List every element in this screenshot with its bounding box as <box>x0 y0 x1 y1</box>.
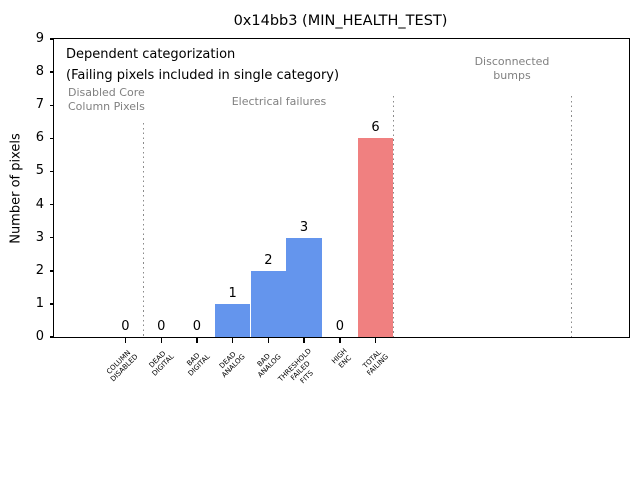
xtick-label: TOTAL FAILING <box>361 348 391 378</box>
bar-value-label: 0 <box>335 319 344 334</box>
xtick-label: DEAD ANALOG <box>218 350 248 380</box>
y-tick-mark <box>49 336 54 338</box>
x-tick-mark <box>339 338 341 343</box>
bar <box>357 138 394 337</box>
category-column: 1 DEAD ANALOG <box>214 39 251 379</box>
ytick-label: 2 <box>35 262 44 278</box>
ytick-label: 0 <box>35 329 44 344</box>
region-separator-dotted-line <box>142 123 145 337</box>
xtick-label: BAD DIGITAL <box>185 351 212 378</box>
xtick-label: DEAD DIGITAL <box>147 349 176 378</box>
category-column: 3 THRESHOLD FAILED FITS <box>277 39 322 385</box>
y-tick-mark <box>49 270 54 272</box>
bar-value-label: 0 <box>157 319 166 334</box>
x-tick-mark <box>303 338 305 343</box>
bar-value-label: 1 <box>228 285 237 301</box>
ytick-label: 5 <box>35 163 44 179</box>
category-column: 2 BAD ANALOG <box>250 39 287 379</box>
region-label-electrical-failures: Electrical failures <box>231 95 327 108</box>
category-column: 0 COLUMN DISABLED <box>105 39 144 384</box>
bar <box>214 303 251 337</box>
y-tick-mark <box>49 137 54 139</box>
bar-value-label: 0 <box>121 319 130 334</box>
ytick-label: 8 <box>35 64 44 80</box>
xtick-label: THRESHOLD FAILED FITS <box>276 347 315 386</box>
ytick-label: 6 <box>35 130 44 146</box>
category-column: 0 BAD DIGITAL <box>179 39 215 378</box>
ytick-label: 1 <box>35 295 44 311</box>
y-tick-mark <box>49 104 54 106</box>
x-tick-mark <box>374 338 377 343</box>
chart-title: 0x14bb3 (MIN_HEALTH_TEST) <box>233 13 448 29</box>
plot-area: 0 1 2 3 4 5 6 7 8 9 Dependent categoriza… <box>36 31 630 385</box>
y-tick-mark <box>49 38 54 40</box>
ytick-label: 9 <box>35 31 44 46</box>
xtick-label: COLUMN DISABLED <box>105 348 141 384</box>
y-tick-mark <box>49 71 54 73</box>
xtick-label: HIGH ENC <box>330 347 354 371</box>
ytick-label: 7 <box>35 97 44 113</box>
category-column: 6 TOTAL FAILING <box>357 39 394 378</box>
category-column: 0 HIGH ENC <box>322 39 358 370</box>
y-tick-mark <box>49 303 54 305</box>
bar <box>286 237 322 337</box>
bar <box>250 270 287 337</box>
annotation-failing-pixels-note: (Failing pixels included in single categ… <box>66 68 340 83</box>
x-tick-mark <box>160 338 162 343</box>
y-axis-label: Number of pixels <box>8 133 24 244</box>
x-tick-mark <box>267 338 270 343</box>
region-separator-dotted-line <box>570 96 573 337</box>
ytick-label: 3 <box>35 229 44 245</box>
region-label-disconnected-bumps: Disconnected bumps <box>474 55 550 82</box>
bar-value-label: 0 <box>192 319 202 334</box>
bar-value-label: 2 <box>264 252 273 268</box>
x-tick-mark <box>196 338 198 343</box>
bar-value-label: 3 <box>299 219 309 235</box>
region-label-disabled-core-column-pixels: Disabled Core Column Pixels <box>68 86 145 113</box>
y-tick-mark <box>49 237 54 239</box>
y-tick-mark <box>49 203 54 206</box>
x-tick-mark <box>231 338 234 343</box>
ytick-label: 4 <box>35 196 44 212</box>
y-tick-mark <box>49 170 54 173</box>
annotation-dependent-categorization: Dependent categorization <box>66 47 236 62</box>
x-tick-mark <box>124 338 127 343</box>
category-column: 0 DEAD DIGITAL <box>143 39 179 378</box>
bar-value-label: 6 <box>371 120 380 136</box>
